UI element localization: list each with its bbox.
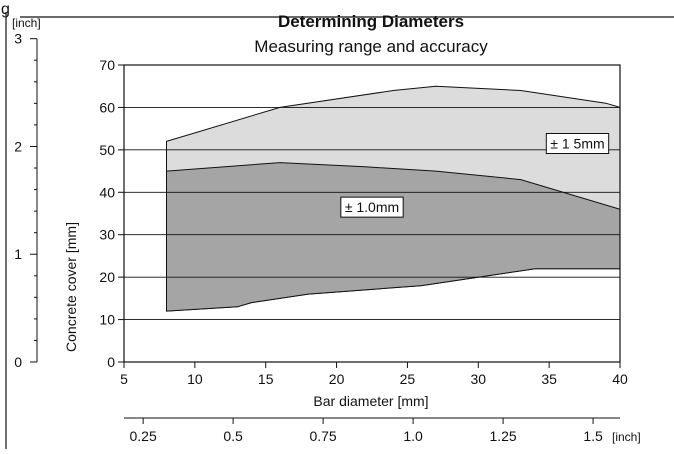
y-tick-label: 0 — [107, 354, 115, 370]
secondary-y-tick-label: 0 — [14, 354, 22, 370]
x-axis-label: Bar diameter [mm] — [313, 393, 428, 409]
region-1-label: ± 1 5mm — [550, 135, 604, 151]
x-tick-label: 10 — [187, 371, 203, 387]
secondary-y-tick-label: 2 — [14, 138, 22, 154]
x-tick-label: 5 — [120, 371, 128, 387]
secondary-y-tick-label: 1 — [14, 246, 22, 262]
secondary-x-tick-label: 1.0 — [403, 428, 423, 444]
secondary-y-tick-label: 3 — [14, 31, 22, 47]
x-tick-label: 35 — [541, 371, 557, 387]
secondary-x-tick-label: 1.25 — [489, 428, 516, 444]
y-tick-label: 30 — [99, 227, 115, 243]
region-2-area — [166, 162, 621, 312]
region-labels-layer: ± 1 5mm ± 1.0mm — [340, 132, 610, 218]
region-2-label: ± 1.0mm — [345, 199, 399, 215]
secondary-x-tick-label: 1.5 — [583, 428, 603, 444]
plot-frame — [123, 64, 621, 363]
x-tick-label: 20 — [329, 371, 345, 387]
region-1-label-box — [545, 132, 610, 154]
x-tick-label: 25 — [400, 371, 416, 387]
y-axis-label: Concrete cover [mm] — [63, 222, 79, 352]
secondary-x-tick-label: 0.75 — [309, 428, 336, 444]
chart-title: Determining Diameters — [278, 12, 464, 31]
secondary-x-tick-label: 0.25 — [130, 428, 157, 444]
y-tick-label: 10 — [99, 312, 115, 328]
grid-layer — [124, 106, 620, 321]
x-tick-label: 15 — [258, 371, 274, 387]
y-tick-label: 70 — [99, 57, 115, 73]
y-tick-label: 20 — [99, 269, 115, 285]
region-2-label-box — [340, 196, 404, 218]
y-tick-label: 50 — [99, 142, 115, 158]
secondary-x-tick-label: 0.5 — [223, 428, 243, 444]
x-tick-label: 40 — [612, 371, 628, 387]
chart-subtitle: Measuring range and accuracy — [254, 37, 488, 56]
secondary-x-unit: [inch] — [612, 430, 641, 444]
secondary-axes-layer: 0 1 2 3 0.25 0.5 0.75 1.0 1.25 1.5 — [14, 31, 620, 444]
corner-label: g — [1, 1, 10, 18]
y-tick-label: 60 — [99, 99, 115, 115]
axes-layer: 0 10 20 30 40 50 60 70 5 10 15 20 25 30 35 40 — [99, 57, 628, 387]
x-tick-label: 30 — [470, 371, 486, 387]
secondary-y-unit: [inch] — [12, 16, 41, 30]
y-tick-label: 40 — [99, 184, 115, 200]
